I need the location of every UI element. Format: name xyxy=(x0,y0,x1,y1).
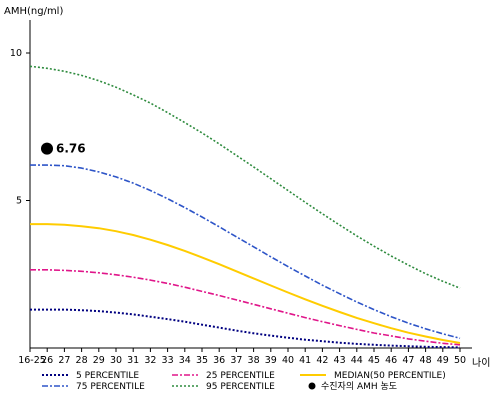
x-tick-label: 35 xyxy=(196,355,208,366)
y-axis-title: AMH(ng/ml) xyxy=(4,6,63,17)
patient-amh-value-label: 6.76 xyxy=(56,142,86,156)
x-axis-title: 나이 xyxy=(472,357,490,369)
highlight-point-group: 6.76 xyxy=(41,142,86,156)
y-tick-label: 5 xyxy=(16,196,22,207)
series-lines xyxy=(29,65,461,349)
x-tick-label: 33 xyxy=(162,355,174,366)
x-tick-label: 47 xyxy=(402,355,414,366)
x-tick-label: 40 xyxy=(282,355,294,366)
x-tick-label: 36 xyxy=(213,355,225,366)
series-line-95-percentile xyxy=(29,65,461,289)
legend-patient-marker xyxy=(308,382,316,390)
series-line-median-50-percentile xyxy=(30,223,461,344)
x-tick-label: 30 xyxy=(110,355,122,366)
legend-patient-label: 수진자의 AMH 농도 xyxy=(321,381,397,392)
x-tick-label: 49 xyxy=(437,355,449,366)
x-tick-label: 48 xyxy=(420,355,432,366)
legend-label: 5 PERCENTILE xyxy=(76,371,139,381)
series-line-25-percentile xyxy=(30,268,461,346)
x-tick-label: 44 xyxy=(351,355,363,366)
y-ticks: 5 10 xyxy=(10,48,30,207)
x-tick-label: 27 xyxy=(58,355,70,366)
legend-label: 75 PERCENTILE xyxy=(76,382,145,392)
series-line-5-percentile xyxy=(30,308,461,349)
x-tick-label: 50 xyxy=(454,355,466,366)
x-tick-label: 28 xyxy=(76,355,88,366)
legend-label: 25 PERCENTILE xyxy=(206,371,275,381)
x-tick-label: 42 xyxy=(316,355,328,366)
x-tick-label: 43 xyxy=(334,355,346,366)
legend-label: MEDIAN(50 PERCENTILE) xyxy=(334,371,446,381)
legend: 5 PERCENTILE 25 PERCENTILE MEDIAN(50 PERCE… xyxy=(42,371,446,392)
x-tick-label: 38 xyxy=(248,355,260,366)
x-tick-label: 26 xyxy=(41,355,53,366)
x-tick-label: 39 xyxy=(265,355,277,366)
x-tick-label: 32 xyxy=(144,355,156,366)
x-tick-label: 29 xyxy=(93,355,105,366)
x-tick-label: 45 xyxy=(368,355,380,366)
legend-label: 95 PERCENTILE xyxy=(206,382,275,392)
x-tick-label: 34 xyxy=(179,355,191,366)
x-tick-label: 37 xyxy=(230,355,242,366)
x-tick-label: 46 xyxy=(385,355,397,366)
x-tick-label: 31 xyxy=(127,355,139,366)
series-line-75-percentile xyxy=(30,164,461,340)
patient-amh-point xyxy=(41,142,53,155)
y-tick-label: 10 xyxy=(10,48,22,59)
x-tick-label: 41 xyxy=(299,355,311,366)
x-tick-label: 16-25 xyxy=(18,355,46,366)
